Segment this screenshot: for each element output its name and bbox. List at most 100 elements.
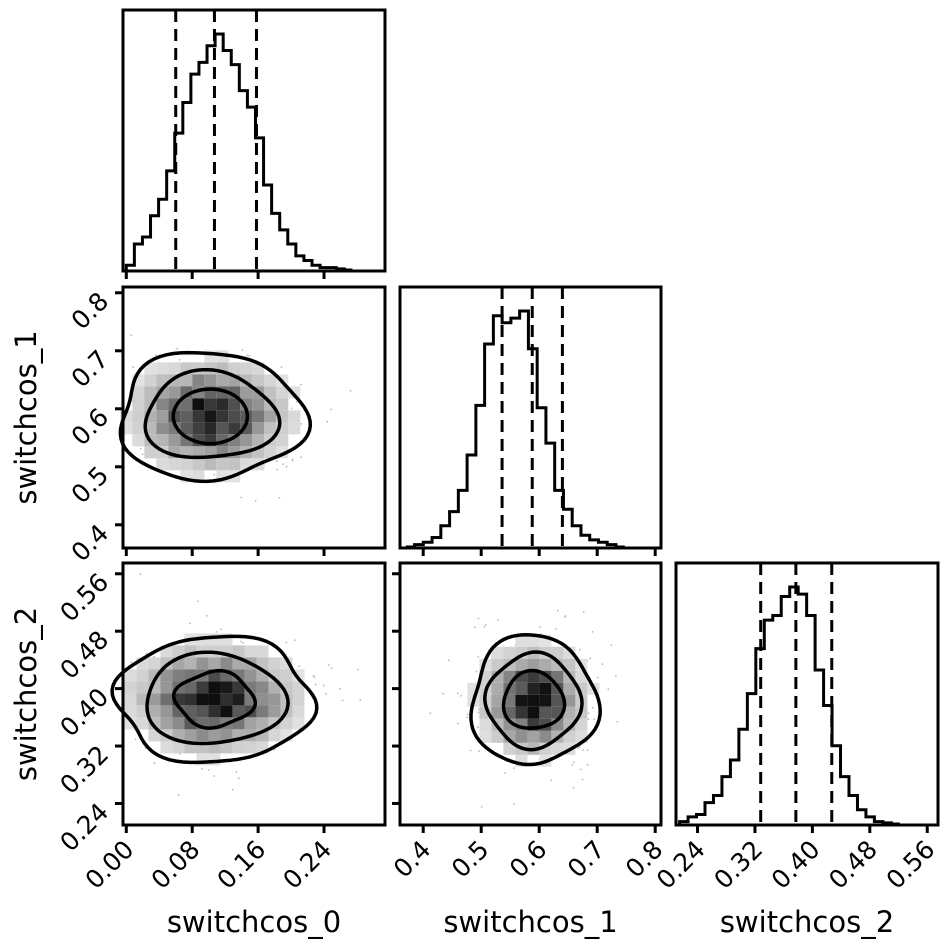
scatter-point-switchcos_1-vs-switchcos_2 xyxy=(596,676,599,679)
scatter-point-switchcos_0-vs-switchcos_2 xyxy=(328,664,330,666)
density-cell-switchcos_0-vs-switchcos_2 xyxy=(160,717,173,730)
x-axis-label-switchcos_2: switchcos_2 xyxy=(720,905,894,939)
scatter-point-switchcos_1-vs-switchcos_2 xyxy=(607,688,610,691)
density-cell-switchcos_0-vs-switchcos_2 xyxy=(208,693,221,706)
scatter-point-switchcos_1-vs-switchcos_2 xyxy=(477,711,480,714)
density-cell-switchcos_0-vs-switchcos_1 xyxy=(228,362,241,375)
scatter-point-switchcos_0-vs-switchcos_2 xyxy=(145,652,148,655)
density-cell-switchcos_0-vs-switchcos_2 xyxy=(136,681,149,694)
x-axis-label-switchcos_0: switchcos_0 xyxy=(167,905,341,939)
density-cell-switchcos_0-vs-switchcos_1 xyxy=(156,434,169,447)
scatter-point-switchcos_0-vs-switchcos_1 xyxy=(176,347,179,350)
density-cell-switchcos_0-vs-switchcos_1 xyxy=(156,362,169,375)
scatter-point-switchcos_1-vs-switchcos_2 xyxy=(460,694,462,697)
density-cell-switchcos_1-vs-switchcos_2 xyxy=(563,718,576,731)
density-layer xyxy=(120,62,781,824)
density-cell-switchcos_1-vs-switchcos_2 xyxy=(551,670,564,683)
density-cell-switchcos_0-vs-switchcos_2 xyxy=(220,729,233,742)
scatter-point-switchcos_0-vs-switchcos_2 xyxy=(314,683,317,686)
histogram-bar-switchcos_2-11 xyxy=(773,615,781,824)
contour-inner-switchcos_0-vs-switchcos_1 xyxy=(171,387,250,446)
scatter-point-switchcos_1-vs-switchcos_2 xyxy=(580,768,582,771)
density-cell-switchcos_1-vs-switchcos_2 xyxy=(491,694,504,707)
histogram-outline-switchcos_2 xyxy=(678,585,900,826)
density-cell-switchcos_0-vs-switchcos_2 xyxy=(160,681,173,694)
scatter-point-switchcos_1-vs-switchcos_2 xyxy=(564,615,567,617)
density-cell-switchcos_0-vs-switchcos_2 xyxy=(244,645,257,658)
histogram-bar-switchcos_0-14 xyxy=(239,91,247,270)
x-tick-label-switchcos_2-3: 0.48 xyxy=(823,835,883,895)
density-cell-switchcos_1-vs-switchcos_2 xyxy=(527,694,540,707)
panel-frame-1-1 xyxy=(398,285,663,550)
y-tick-label-switchcos_1-0: 0.4 xyxy=(66,519,115,568)
density-cell-switchcos_0-vs-switchcos_1 xyxy=(132,422,145,435)
density-cell-switchcos_1-vs-switchcos_2 xyxy=(551,658,564,671)
density-cell-switchcos_1-vs-switchcos_2 xyxy=(539,706,552,719)
density-cell-switchcos_0-vs-switchcos_1 xyxy=(276,398,289,411)
scatter-point-switchcos_1-vs-switchcos_2 xyxy=(476,726,479,729)
density-cell-switchcos_0-vs-switchcos_2 xyxy=(184,717,197,730)
density-cell-switchcos_0-vs-switchcos_1 xyxy=(252,434,265,447)
density-cell-switchcos_1-vs-switchcos_2 xyxy=(527,658,540,671)
density-cell-switchcos_1-vs-switchcos_2 xyxy=(527,706,540,719)
density-cell-switchcos_0-vs-switchcos_2 xyxy=(172,669,185,682)
frame-layer xyxy=(121,8,940,827)
scatter-point-switchcos_1-vs-switchcos_2 xyxy=(497,619,499,621)
scatter-point-switchcos_1-vs-switchcos_2 xyxy=(442,692,445,695)
density-cell-switchcos_0-vs-switchcos_2 xyxy=(160,705,173,718)
density-cell-switchcos_1-vs-switchcos_2 xyxy=(527,634,540,647)
density-cell-switchcos_0-vs-switchcos_1 xyxy=(156,458,169,471)
histogram-outline-switchcos_0 xyxy=(124,32,353,272)
scatter-point-switchcos_0-vs-switchcos_2 xyxy=(134,738,137,741)
density-cell-switchcos_0-vs-switchcos_2 xyxy=(196,729,209,742)
scatter-point-switchcos_1-vs-switchcos_2 xyxy=(591,631,594,633)
scatter-point-switchcos_1-vs-switchcos_2 xyxy=(478,750,480,753)
y-tick-label-switchcos_1-4: 0.8 xyxy=(66,287,115,336)
scatter-point-switchcos_0-vs-switchcos_2 xyxy=(293,639,296,642)
density-cell-switchcos_0-vs-switchcos_2 xyxy=(232,705,245,718)
density-cell-switchcos_0-vs-switchcos_1 xyxy=(180,458,193,471)
histogram-bar-switchcos_0-9 xyxy=(199,62,207,270)
density-cell-switchcos_0-vs-switchcos_2 xyxy=(124,717,137,730)
y-tick-label-switchcos_1-1: 0.5 xyxy=(66,461,115,510)
density-cell-switchcos_0-vs-switchcos_2 xyxy=(208,681,221,694)
density-cell-switchcos_0-vs-switchcos_1 xyxy=(276,386,289,399)
density-cell-switchcos_0-vs-switchcos_1 xyxy=(144,386,157,399)
scatter-point-switchcos_0-vs-switchcos_2 xyxy=(235,771,238,773)
scatter-point-switchcos_0-vs-switchcos_2 xyxy=(242,642,245,644)
density-cell-switchcos_0-vs-switchcos_2 xyxy=(268,681,281,694)
x-tick-label-switchcos_0-1: 0.08 xyxy=(146,835,206,895)
scatter-point-switchcos_0-vs-switchcos_1 xyxy=(246,354,249,357)
histogram-bar-switchcos_0-13 xyxy=(231,65,239,270)
density-cell-switchcos_1-vs-switchcos_2 xyxy=(563,682,576,695)
density-cell-switchcos_0-vs-switchcos_1 xyxy=(132,410,145,423)
density-cell-switchcos_0-vs-switchcos_1 xyxy=(216,422,229,435)
density-cell-switchcos_0-vs-switchcos_2 xyxy=(196,657,209,670)
density-cell-switchcos_0-vs-switchcos_1 xyxy=(216,458,229,471)
scatter-point-switchcos_0-vs-switchcos_1 xyxy=(241,349,244,351)
density-cell-switchcos_0-vs-switchcos_2 xyxy=(184,657,197,670)
density-cell-switchcos_0-vs-switchcos_1 xyxy=(252,362,265,375)
density-cell-switchcos_1-vs-switchcos_2 xyxy=(515,682,528,695)
density-cell-switchcos_0-vs-switchcos_1 xyxy=(264,446,277,459)
density-cell-switchcos_0-vs-switchcos_2 xyxy=(208,633,221,646)
density-cell-switchcos_0-vs-switchcos_2 xyxy=(160,693,173,706)
density-cell-switchcos_0-vs-switchcos_2 xyxy=(256,645,269,658)
y-axis-label-switchcos_2: switchcos_2 xyxy=(9,607,43,781)
scatter-point-switchcos_0-vs-switchcos_1 xyxy=(132,366,135,368)
density-cell-switchcos_0-vs-switchcos_2 xyxy=(232,645,245,658)
scatter-point-switchcos_0-vs-switchcos_2 xyxy=(179,753,181,755)
density-cell-switchcos_0-vs-switchcos_1 xyxy=(228,458,241,471)
y-tick-label-switchcos_1-3: 0.7 xyxy=(66,345,115,394)
density-cell-switchcos_0-vs-switchcos_1 xyxy=(252,374,265,387)
density-cell-switchcos_0-vs-switchcos_1 xyxy=(132,398,145,411)
density-cell-switchcos_0-vs-switchcos_2 xyxy=(184,729,197,742)
density-cell-switchcos_1-vs-switchcos_2 xyxy=(491,730,504,743)
density-cell-switchcos_0-vs-switchcos_1 xyxy=(252,410,265,423)
density-cell-switchcos_0-vs-switchcos_1 xyxy=(132,434,145,447)
scatter-point-switchcos_0-vs-switchcos_1 xyxy=(285,465,288,468)
scatter-point-switchcos_0-vs-switchcos_2 xyxy=(357,668,359,671)
density-cell-switchcos_0-vs-switchcos_2 xyxy=(256,717,269,730)
scatter-point-switchcos_0-vs-switchcos_1 xyxy=(276,468,279,471)
